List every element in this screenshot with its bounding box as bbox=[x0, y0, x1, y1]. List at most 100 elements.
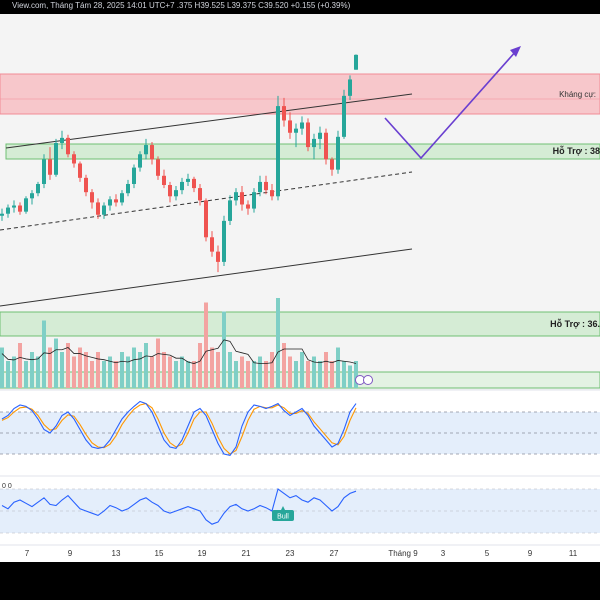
volume-bar-33 bbox=[198, 343, 202, 388]
volume-bar-58 bbox=[348, 365, 352, 388]
candle-body-51 bbox=[306, 122, 310, 148]
candle-body-6 bbox=[36, 183, 40, 194]
volume-bar-22 bbox=[132, 347, 136, 388]
volume-bar-38 bbox=[228, 352, 232, 388]
candle-body-29 bbox=[174, 190, 178, 197]
volume-bar-17 bbox=[102, 361, 106, 388]
stoch-k-line bbox=[1, 400, 357, 457]
volume-bar-32 bbox=[192, 361, 196, 388]
volume-bar-46 bbox=[276, 298, 280, 388]
candle-body-54 bbox=[324, 132, 328, 160]
candle-body-13 bbox=[78, 163, 82, 178]
candle-body-10 bbox=[60, 137, 64, 143]
candle-body-26 bbox=[156, 159, 160, 176]
x-tick-10: 5 bbox=[485, 549, 490, 558]
volume-bar-31 bbox=[186, 361, 190, 388]
volume-bar-24 bbox=[144, 343, 148, 388]
candle-body-42 bbox=[252, 192, 256, 209]
candle-body-23 bbox=[138, 154, 142, 168]
candle-body-3 bbox=[18, 205, 22, 212]
candle-body-21 bbox=[126, 183, 130, 194]
candle-body-46 bbox=[276, 106, 280, 197]
volume-bar-55 bbox=[330, 361, 334, 388]
candle-body-16 bbox=[96, 202, 100, 215]
candle-body-53 bbox=[318, 132, 322, 139]
volume-bar-14 bbox=[84, 352, 88, 388]
candle-body-37 bbox=[222, 220, 226, 262]
x-tick-1: 9 bbox=[68, 549, 73, 558]
volume-bar-6 bbox=[36, 356, 40, 388]
x-tick-3: 15 bbox=[155, 549, 164, 558]
volume-bar-41 bbox=[246, 361, 250, 388]
x-tick-9: 3 bbox=[441, 549, 446, 558]
candle-body-18 bbox=[108, 199, 112, 206]
bull-badge-label: Bull bbox=[277, 514, 289, 521]
candle-body-43 bbox=[258, 181, 262, 193]
candle-body-35 bbox=[210, 237, 214, 252]
candle-body-9 bbox=[54, 142, 58, 175]
candle-body-27 bbox=[162, 175, 166, 186]
rsi-line bbox=[1, 488, 357, 525]
volume-bar-1 bbox=[6, 361, 10, 388]
candle-body-38 bbox=[228, 200, 232, 221]
volume-bar-4 bbox=[24, 361, 28, 388]
x-tick-5: 21 bbox=[242, 549, 251, 558]
volume-bar-59 bbox=[354, 361, 358, 388]
x-tick-6: 23 bbox=[286, 549, 295, 558]
volume-bar-50 bbox=[300, 352, 304, 388]
support-zone-2 bbox=[0, 311, 600, 337]
x-tick-7: 27 bbox=[330, 549, 339, 558]
resistance-zone bbox=[0, 73, 600, 115]
volume-bar-45 bbox=[270, 352, 274, 388]
x-tick-12: 11 bbox=[569, 549, 578, 558]
candle-body-8 bbox=[48, 159, 52, 175]
support-1-label: Hỗ Trợ : 38 bbox=[553, 146, 600, 156]
x-tick-0: 7 bbox=[25, 549, 30, 558]
volume-bar-5 bbox=[30, 352, 34, 388]
volume-bar-27 bbox=[162, 352, 166, 388]
header-text: View.com, Tháng Tám 28, 2025 14:01 UTC+7… bbox=[12, 1, 351, 10]
candle-body-2 bbox=[12, 205, 16, 208]
volume-bar-57 bbox=[342, 361, 346, 388]
volume-bar-56 bbox=[336, 347, 340, 388]
volume-bar-40 bbox=[240, 356, 244, 388]
candle-body-49 bbox=[294, 128, 298, 133]
volume-bar-10 bbox=[60, 352, 64, 388]
volume-bar-36 bbox=[216, 352, 220, 388]
volume-bar-25 bbox=[150, 356, 154, 388]
volume-bar-21 bbox=[126, 356, 130, 388]
candle-body-14 bbox=[84, 177, 88, 193]
volume-bar-19 bbox=[114, 361, 118, 388]
channel-lower-line bbox=[0, 248, 413, 307]
volume-bar-11 bbox=[66, 343, 70, 388]
candle-body-25 bbox=[150, 145, 154, 160]
volume-bar-29 bbox=[174, 361, 178, 388]
volume-bar-7 bbox=[42, 320, 46, 388]
volume-ma-line bbox=[1, 339, 357, 364]
candle-body-20 bbox=[120, 193, 124, 203]
candle-body-15 bbox=[90, 192, 94, 203]
volume-bar-49 bbox=[294, 361, 298, 388]
candle-body-58 bbox=[348, 79, 352, 96]
volume-bar-43 bbox=[258, 356, 262, 388]
bottom-bar bbox=[0, 562, 600, 600]
candle-body-56 bbox=[336, 136, 340, 170]
volume-bar-12 bbox=[72, 356, 76, 388]
volume-bar-8 bbox=[48, 347, 52, 388]
volume-bar-34 bbox=[204, 302, 208, 388]
volume-bar-51 bbox=[306, 361, 310, 388]
candle-body-1 bbox=[6, 207, 10, 214]
oscillator-value: 0 0 bbox=[2, 483, 12, 490]
bull-badge-pointer bbox=[281, 506, 285, 510]
candle-body-57 bbox=[342, 95, 346, 137]
volume-bar-42 bbox=[252, 361, 256, 388]
volume-bar-35 bbox=[210, 347, 214, 388]
support-2-label: Hỗ Trợ : 36. bbox=[550, 319, 600, 329]
volume-bar-39 bbox=[234, 361, 238, 388]
chart-header: View.com, Tháng Tám 28, 2025 14:01 UTC+7… bbox=[0, 0, 600, 14]
volume-bar-3 bbox=[18, 343, 22, 388]
volume-bar-48 bbox=[288, 356, 292, 388]
candle-body-22 bbox=[132, 167, 136, 184]
